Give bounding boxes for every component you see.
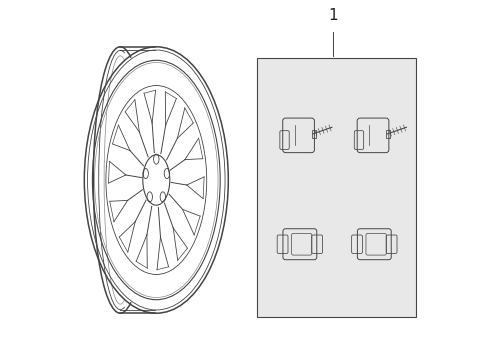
Text: 1: 1 (327, 8, 337, 23)
Bar (311, 130, 315, 138)
Bar (257, 58, 415, 317)
Bar (386, 130, 389, 138)
